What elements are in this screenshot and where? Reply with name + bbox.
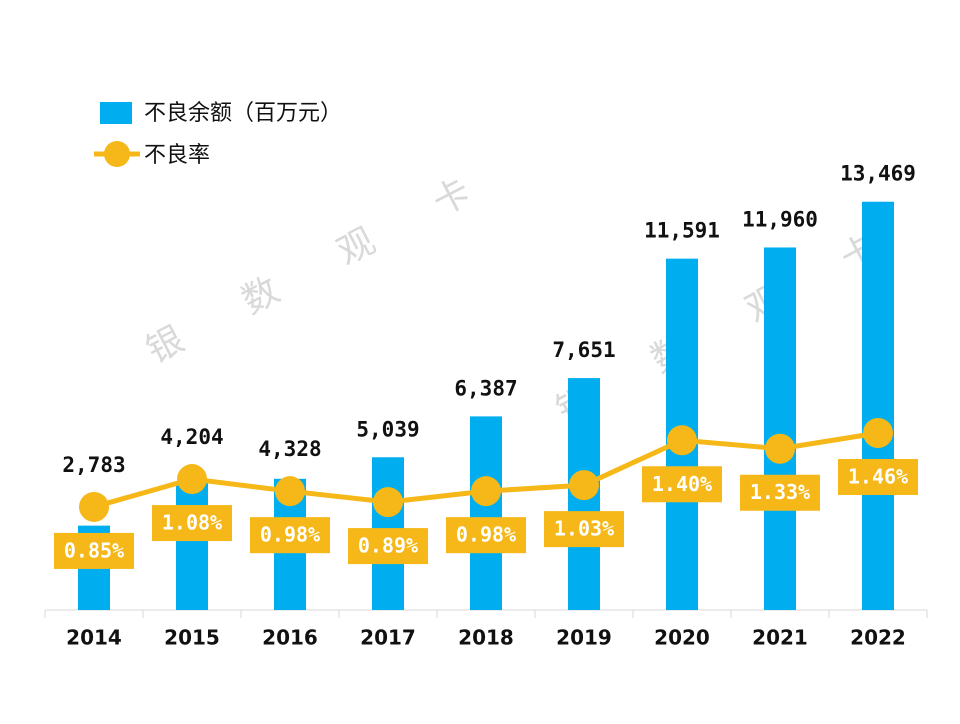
bar-value-label: 4,204 (160, 425, 223, 449)
x-tick-label: 2019 (556, 626, 612, 650)
line-point (569, 470, 599, 501)
bar (862, 201, 894, 610)
bar-value-label: 7,651 (552, 338, 615, 362)
line-point (373, 487, 403, 518)
value-label-box (740, 474, 820, 511)
line-value-label: 0.85% (64, 538, 124, 562)
line-value-label: 0.98% (260, 523, 320, 547)
legend-label: 不良余额（百万元） (144, 101, 342, 126)
watermark: 银 数 观 卡 (550, 213, 912, 432)
line-value-label: 1.40% (652, 472, 712, 496)
line-point (765, 433, 795, 464)
line-point (275, 476, 305, 507)
value-label-box (446, 517, 526, 554)
x-tick-label: 2021 (752, 626, 808, 650)
x-tick-label: 2018 (458, 626, 514, 650)
line-value-label: 1.08% (162, 511, 222, 535)
x-tick-label: 2017 (360, 626, 416, 650)
bar-value-label: 11,960 (742, 207, 818, 231)
value-label-box (642, 466, 722, 503)
value-label-box (152, 505, 232, 542)
value-label-box (544, 511, 624, 548)
line-value-label: 1.33% (750, 480, 810, 504)
bar (470, 416, 502, 610)
line-value-label: 0.98% (456, 523, 516, 547)
line-point (863, 417, 893, 448)
value-label-box (250, 517, 330, 554)
value-label-box (348, 528, 428, 565)
watermark: 银 数 观 卡 (140, 157, 504, 371)
line-value-label: 0.89% (358, 534, 418, 558)
line-point (79, 491, 109, 522)
x-tick-label: 2016 (262, 626, 318, 650)
line-value-label: 1.03% (554, 517, 614, 541)
value-label-box (838, 458, 918, 495)
bar-value-label: 2,783 (62, 453, 125, 477)
bar-value-label: 11,591 (644, 219, 720, 243)
bar (176, 482, 208, 610)
legend-swatch (100, 102, 132, 124)
x-tick-label: 2015 (164, 626, 220, 650)
x-tick-label: 2020 (654, 626, 710, 650)
line-point (177, 464, 207, 495)
x-tick-label: 2022 (850, 626, 906, 650)
line-point (471, 476, 501, 507)
x-tick-label: 2014 (66, 626, 122, 650)
legend-swatch (104, 141, 130, 167)
value-label-box (54, 532, 134, 569)
legend-label: 不良率 (144, 143, 210, 168)
bar-value-label: 4,328 (258, 437, 321, 461)
line-value-label: 1.46% (848, 464, 908, 488)
line-point (667, 425, 697, 456)
bar-value-label: 5,039 (356, 417, 419, 441)
bar-value-label: 6,387 (454, 376, 517, 400)
bar-value-label: 13,469 (840, 162, 916, 186)
bar (764, 247, 796, 610)
